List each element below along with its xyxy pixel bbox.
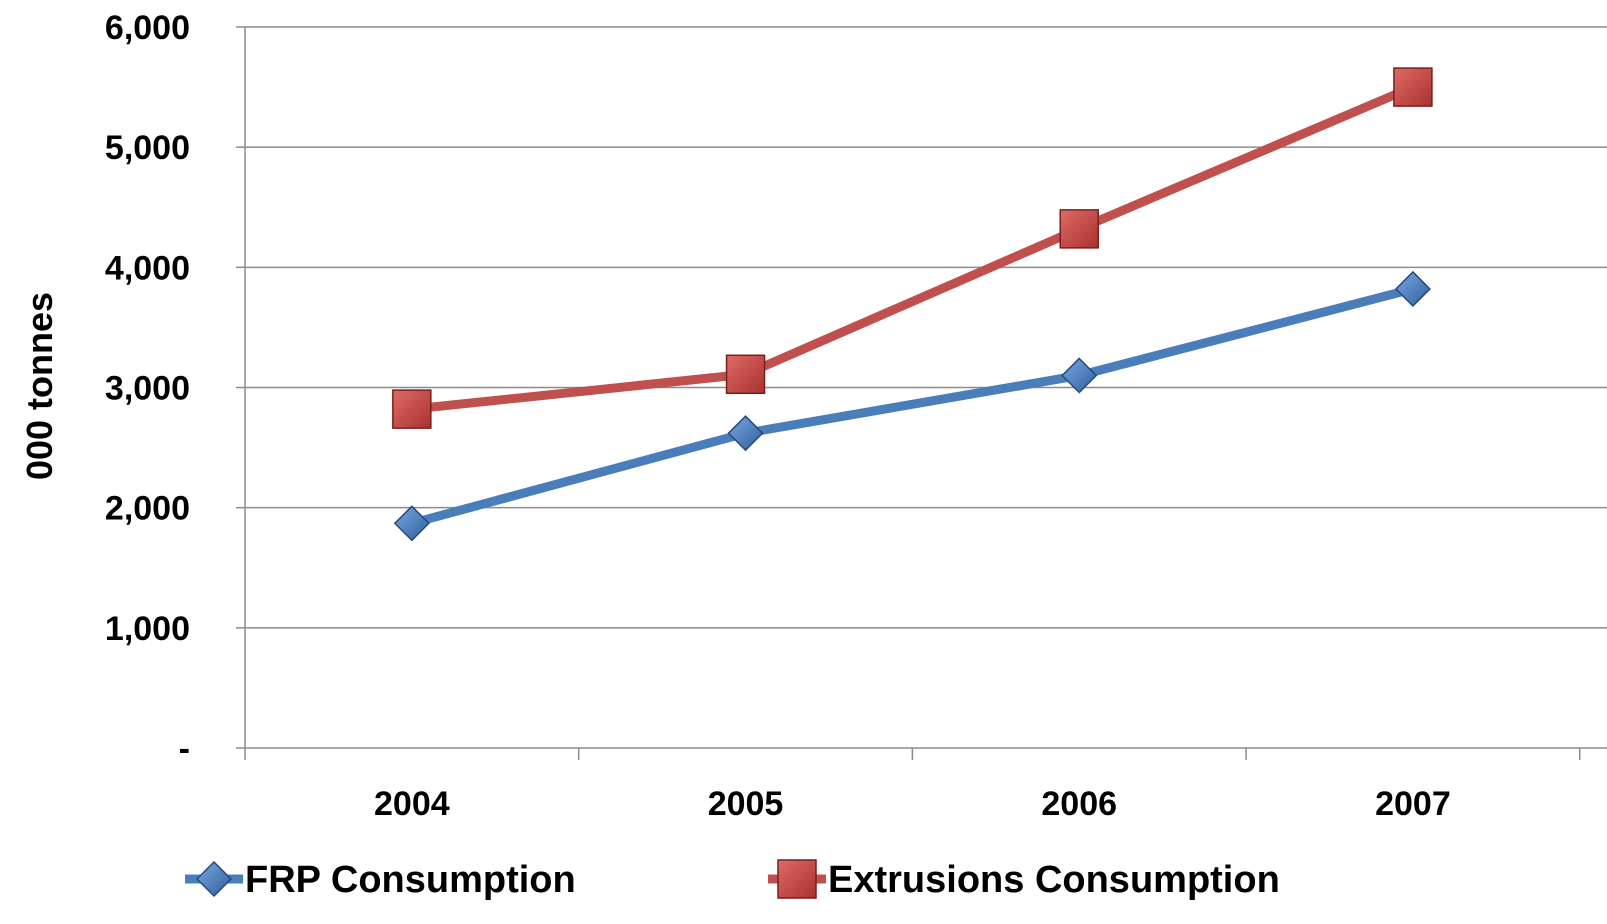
data-point — [1059, 209, 1099, 249]
legend-item: FRP Consumption — [185, 859, 576, 901]
y-tick-label: 6,000 — [105, 9, 190, 47]
y-tick-label: 4,000 — [105, 249, 190, 287]
y-axis-title: 000 tonnes — [19, 292, 60, 480]
gridlines — [245, 26, 1607, 629]
series-line — [407, 284, 1418, 528]
legend-marker — [195, 860, 233, 898]
x-tick-label: 2007 — [1375, 785, 1451, 823]
legend-item: Extrusions Consumption — [768, 859, 1280, 901]
y-axis-ticks: - 1,000 2,000 3,000 4,000 5,000 6,000 — [105, 9, 245, 768]
data-point — [1061, 357, 1098, 394]
x-tick-label: 2005 — [708, 785, 784, 823]
legend-label: FRP Consumption — [245, 859, 576, 901]
x-tick-label: 2004 — [374, 785, 450, 823]
legend-label: Extrusions Consumption — [828, 859, 1280, 901]
data-point — [1394, 270, 1431, 308]
series-line — [407, 82, 1418, 414]
legend: FRP Consumption Extrusions Consumption — [185, 859, 1280, 901]
y-tick-label: 1,000 — [105, 610, 190, 648]
series-group — [392, 67, 1433, 542]
legend-marker — [777, 859, 817, 899]
series-1 — [393, 270, 1431, 542]
x-tick-label: 2006 — [1041, 785, 1117, 823]
x-axis-ticks: 2004 2005 2006 2007 — [244, 748, 1581, 823]
y-tick-label: 2,000 — [105, 490, 190, 528]
data-point — [393, 505, 430, 542]
y-tick-label: - — [179, 730, 190, 768]
series-2 — [392, 67, 1433, 429]
data-point — [727, 415, 764, 452]
data-point — [392, 389, 432, 429]
y-tick-label: 5,000 — [105, 129, 190, 167]
data-point — [725, 354, 766, 395]
data-point — [1393, 67, 1433, 107]
y-tick-label: 3,000 — [105, 370, 190, 408]
